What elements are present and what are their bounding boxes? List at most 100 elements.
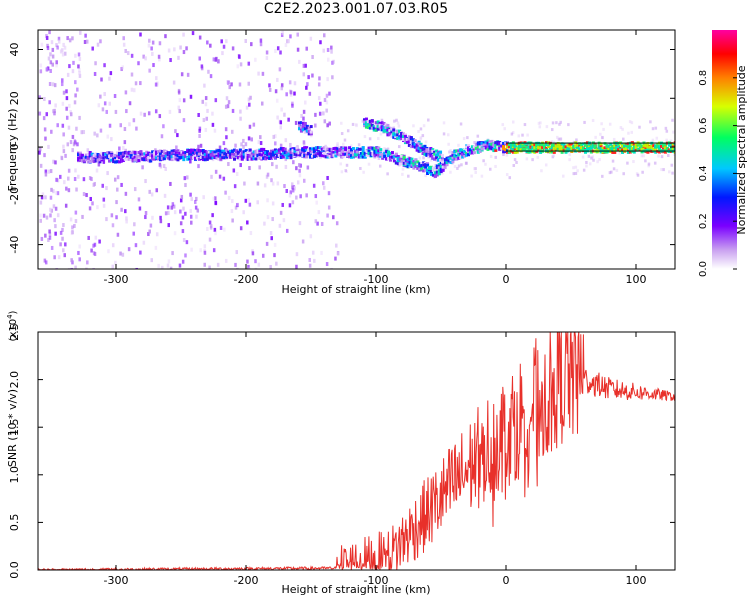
heat-cell xyxy=(439,158,443,162)
heat-cell xyxy=(285,228,289,233)
heat-cell xyxy=(601,174,604,178)
heat-cell xyxy=(336,252,340,257)
heat-cell xyxy=(589,146,593,150)
heat-cell xyxy=(673,150,675,154)
heat-cell xyxy=(88,152,92,156)
heat-cell xyxy=(225,155,229,159)
heat-cell xyxy=(307,148,311,152)
heat-cell xyxy=(221,149,225,153)
heat-cell xyxy=(541,143,545,147)
heat-cell xyxy=(628,150,632,154)
heat-cell xyxy=(39,218,42,223)
heat-cell xyxy=(275,154,279,158)
heat-cell xyxy=(311,154,314,158)
heat-cell xyxy=(472,147,476,151)
heat-cell xyxy=(266,150,270,154)
heat-cell xyxy=(206,40,209,45)
heat-cell xyxy=(111,264,114,269)
heat-cell xyxy=(244,142,248,147)
heat-cell xyxy=(363,155,367,159)
heat-cell xyxy=(351,153,355,157)
heat-cell xyxy=(336,152,340,156)
heat-cell xyxy=(254,149,258,153)
heat-cell xyxy=(260,147,264,151)
heat-cell xyxy=(320,147,324,151)
heat-cell xyxy=(517,148,521,152)
heat-cell xyxy=(88,176,92,181)
heat-cell xyxy=(222,44,226,49)
heat-cell xyxy=(232,168,236,173)
heat-cell xyxy=(309,125,313,129)
heat-cell xyxy=(44,195,47,200)
heat-cell xyxy=(621,150,625,154)
heat-cell xyxy=(529,142,533,146)
heat-cell xyxy=(199,143,203,148)
heat-cell xyxy=(108,151,112,155)
heat-cell xyxy=(281,30,284,35)
heat-cell xyxy=(332,153,336,157)
heat-cell xyxy=(53,83,57,88)
heat-cell xyxy=(374,121,378,125)
heat-cell xyxy=(175,145,178,150)
heat-cell xyxy=(231,199,234,204)
heat-cell xyxy=(62,223,65,228)
heat-cell xyxy=(615,147,619,151)
heat-cell xyxy=(155,152,158,156)
heat-cell xyxy=(449,156,453,160)
heat-cell xyxy=(463,154,467,158)
heat-cell xyxy=(69,112,73,117)
heat-cell xyxy=(407,137,411,141)
heat-cell xyxy=(114,160,118,164)
heat-cell xyxy=(162,124,165,129)
heat-cell xyxy=(172,80,176,85)
heat-cell xyxy=(203,158,207,162)
heat-cell xyxy=(663,142,667,146)
heat-cell xyxy=(133,222,136,227)
heat-cell xyxy=(455,149,459,153)
heat-cell xyxy=(536,155,540,159)
heat-cell xyxy=(375,146,379,150)
heat-cell xyxy=(127,247,131,252)
heat-cell xyxy=(205,150,209,154)
heat-cell xyxy=(265,174,269,179)
heat-cell xyxy=(599,147,603,151)
heat-cell xyxy=(498,146,502,150)
heat-cell xyxy=(473,167,476,171)
heat-cell xyxy=(131,150,135,154)
heat-cell xyxy=(225,39,228,44)
heat-cell xyxy=(279,50,282,55)
heat-cell xyxy=(526,133,529,137)
heat-cell xyxy=(285,156,289,160)
heat-cell xyxy=(74,53,77,58)
heat-cell xyxy=(411,138,415,142)
heat-cell xyxy=(559,137,563,141)
heat-cell xyxy=(474,147,478,151)
heat-cell xyxy=(285,151,289,155)
heat-cell xyxy=(38,147,42,152)
heat-cell xyxy=(184,183,187,188)
heat-cell xyxy=(492,149,496,153)
heat-cell xyxy=(87,235,90,240)
heat-cell xyxy=(94,61,97,66)
heat-cell xyxy=(129,154,133,158)
heat-cell xyxy=(361,149,365,153)
heat-cell xyxy=(277,150,281,154)
heat-cell xyxy=(416,160,420,164)
heat-cell xyxy=(132,118,136,123)
heat-cell xyxy=(622,137,625,141)
heat-cell xyxy=(245,105,249,110)
heat-cell xyxy=(189,159,192,164)
heat-cell xyxy=(324,155,328,159)
x-tick-label: -100 xyxy=(364,273,389,286)
heat-cell xyxy=(44,233,47,238)
heat-cell xyxy=(285,153,289,157)
heat-cell xyxy=(455,157,459,161)
heat-cell xyxy=(194,151,197,155)
heat-cell xyxy=(461,148,465,152)
heat-cell xyxy=(556,135,559,139)
heat-cell xyxy=(357,147,361,151)
heat-cell xyxy=(312,183,316,188)
heat-cell xyxy=(560,150,564,154)
heat-cell xyxy=(535,143,539,147)
heat-cell xyxy=(500,146,504,150)
